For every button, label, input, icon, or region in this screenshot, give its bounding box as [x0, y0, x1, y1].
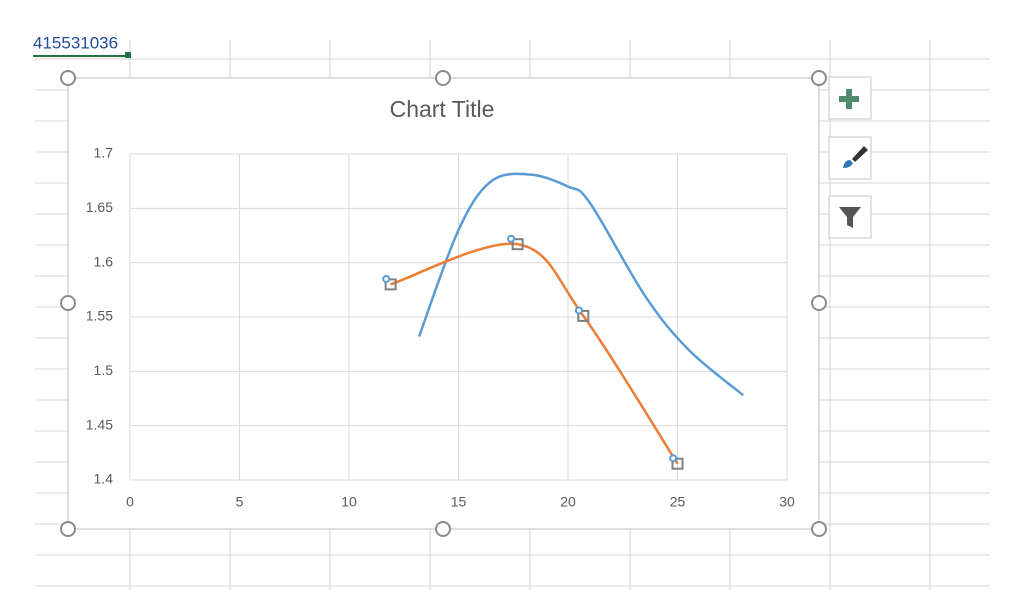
y-tick-label: 1.6 — [94, 253, 114, 269]
y-tick-label: 1.65 — [86, 199, 113, 215]
handle[interactable] — [811, 70, 827, 86]
y-tick-label: 1.4 — [94, 471, 114, 487]
plus-icon — [839, 89, 859, 109]
y-tick-label: 1.45 — [86, 416, 113, 432]
x-tick-label: 20 — [560, 494, 576, 510]
handle[interactable] — [435, 521, 451, 537]
brush-tip — [843, 160, 853, 168]
marker — [669, 454, 678, 463]
x-tick-label: 25 — [670, 494, 686, 510]
chart-filters-button[interactable] — [828, 195, 872, 239]
cell-text: 415531036 — [33, 33, 118, 52]
series-line — [390, 242, 679, 465]
selection-handles — [60, 70, 827, 537]
y-tick-label: 1.7 — [94, 145, 114, 161]
y-tick-label: 1.55 — [86, 308, 113, 324]
handle[interactable] — [435, 70, 451, 86]
x-tick-label: 10 — [341, 494, 357, 510]
handle[interactable] — [60, 521, 76, 537]
marker — [511, 238, 524, 251]
handle[interactable] — [811, 295, 827, 311]
marker — [577, 309, 590, 322]
y-tick-label: 1.5 — [94, 362, 114, 378]
handle[interactable] — [60, 70, 76, 86]
x-tick-label: 30 — [779, 494, 795, 510]
plot: 1.4 1.45 1.5 1.55 1.6 1.65 1.7 0 5 10 15 20 25 30 — [86, 145, 795, 510]
x-tick-label: 15 — [451, 494, 467, 510]
marker — [574, 306, 583, 315]
handle[interactable] — [811, 521, 827, 537]
marker — [382, 274, 391, 283]
chart-title: Chart Title — [390, 96, 495, 122]
chart-elements-button[interactable] — [828, 76, 872, 120]
marker — [507, 234, 516, 243]
handle[interactable] — [60, 295, 76, 311]
marker — [384, 278, 397, 291]
x-tick-label: 5 — [236, 494, 244, 510]
chart-area[interactable] — [67, 77, 820, 530]
marker — [671, 457, 684, 470]
fill-handle[interactable] — [125, 52, 131, 58]
button[interactable] — [828, 136, 872, 180]
filter-icon — [839, 207, 861, 228]
x-tick-label: 0 — [126, 494, 134, 510]
brush-icon — [852, 146, 868, 162]
cell-selection — [33, 55, 126, 57]
series-line — [417, 172, 745, 397]
chart-styles-button[interactable] — [828, 136, 872, 180]
